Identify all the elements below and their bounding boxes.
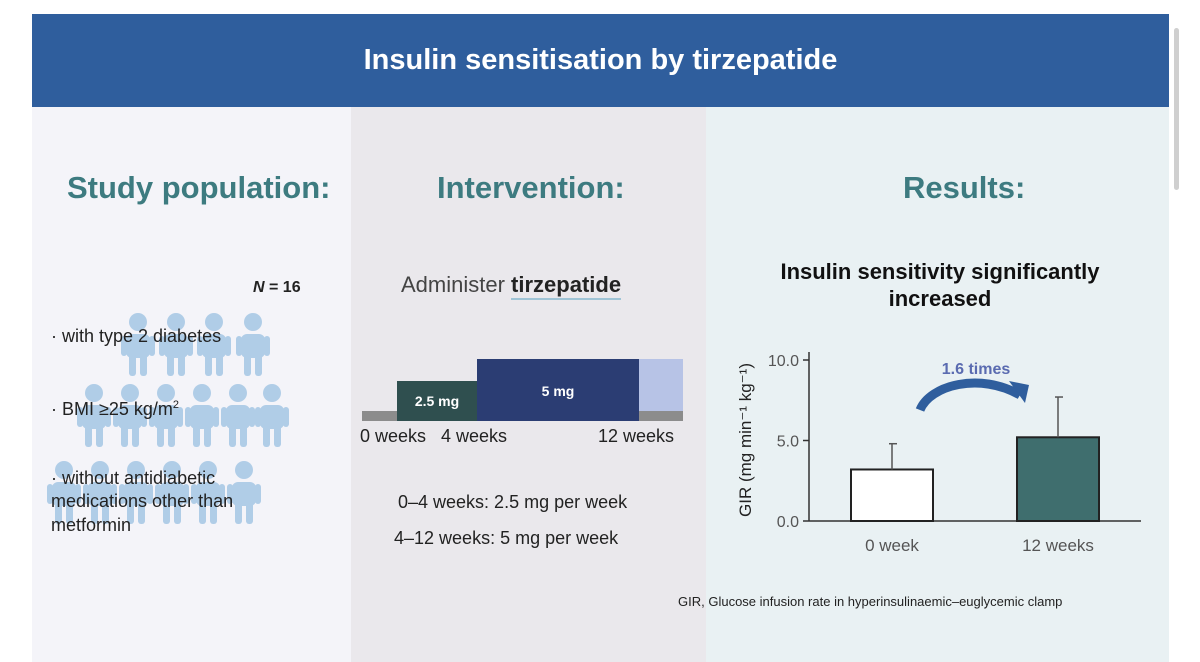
- fold-change-label: 1.6 times: [942, 361, 1011, 378]
- criterion-bmi-text: · BMI ≥25 kg/m: [51, 399, 173, 419]
- criterion-diabetes: · with type 2 diabetes: [51, 326, 222, 346]
- criterion-medication-line3: metformin: [51, 515, 132, 535]
- intervention-heading: Intervention:: [437, 170, 625, 205]
- increase-arrow: [915, 378, 1023, 413]
- footnote: GIR, Glucose infusion rate in hyperinsul…: [678, 594, 1063, 609]
- y-axis-label: GIR (mg min⁻¹ kg⁻¹): [736, 363, 755, 517]
- x-category-label: 12 weeks: [1022, 536, 1094, 555]
- administer-line: Administer tirzepatide: [401, 272, 622, 300]
- criterion-bmi-exponent: 2: [172, 399, 180, 411]
- dose-block-extension: [639, 359, 683, 411]
- y-tick-label: 5.0: [777, 434, 799, 451]
- criterion-medication-line1: · without antidiabetic: [51, 468, 216, 488]
- results-heading: Results:: [903, 170, 1026, 205]
- sample-size-value: = 16: [264, 279, 301, 296]
- slide-title: Insulin sensitisation by tirzepatide: [32, 14, 1169, 107]
- x-category-label: 0 week: [865, 536, 919, 555]
- y-tick-label: 10.0: [768, 353, 799, 370]
- dose-block-5mg: 5 mg: [477, 359, 639, 421]
- sample-size-symbol: N: [253, 279, 265, 296]
- slide: Insulin sensitisation by tirzepatide: [32, 14, 1169, 662]
- scrollbar[interactable]: [1174, 28, 1179, 190]
- bar-1: [1016, 436, 1100, 522]
- study-population-heading: Study population:: [67, 170, 331, 205]
- week-label-4: 4 weeks: [441, 426, 508, 446]
- administer-prefix: Administer: [401, 272, 512, 297]
- drug-name: tirzepatide: [511, 272, 622, 300]
- criterion-bmi: · BMI ≥25 kg/m2: [51, 399, 179, 420]
- gir-bar-chart: GIR (mg min⁻¹ kg⁻¹) 0.0 5.0 10.0 0 week 12 …: [736, 352, 1141, 555]
- week-label-12: 12 weeks: [598, 426, 675, 446]
- results-panel: [706, 107, 1169, 662]
- study-population-panel: [32, 107, 351, 662]
- sample-size: N = 16: [253, 279, 301, 297]
- criterion-medication-line2: medications other than: [51, 491, 234, 511]
- bar-0: [850, 468, 934, 522]
- schedule-line-1: 0–4 weeks: 2.5 mg per week: [398, 492, 628, 512]
- schedule-line-2: 4–12 weeks: 5 mg per week: [394, 528, 619, 548]
- dose-block-2-5mg: 2.5 mg: [397, 381, 477, 421]
- increase-arrow-head: [1009, 381, 1029, 403]
- y-tick-label: 0.0: [777, 514, 799, 531]
- results-title: Insulin sensitivity significantly increa…: [780, 259, 1100, 311]
- week-label-0: 0 weeks: [360, 426, 427, 446]
